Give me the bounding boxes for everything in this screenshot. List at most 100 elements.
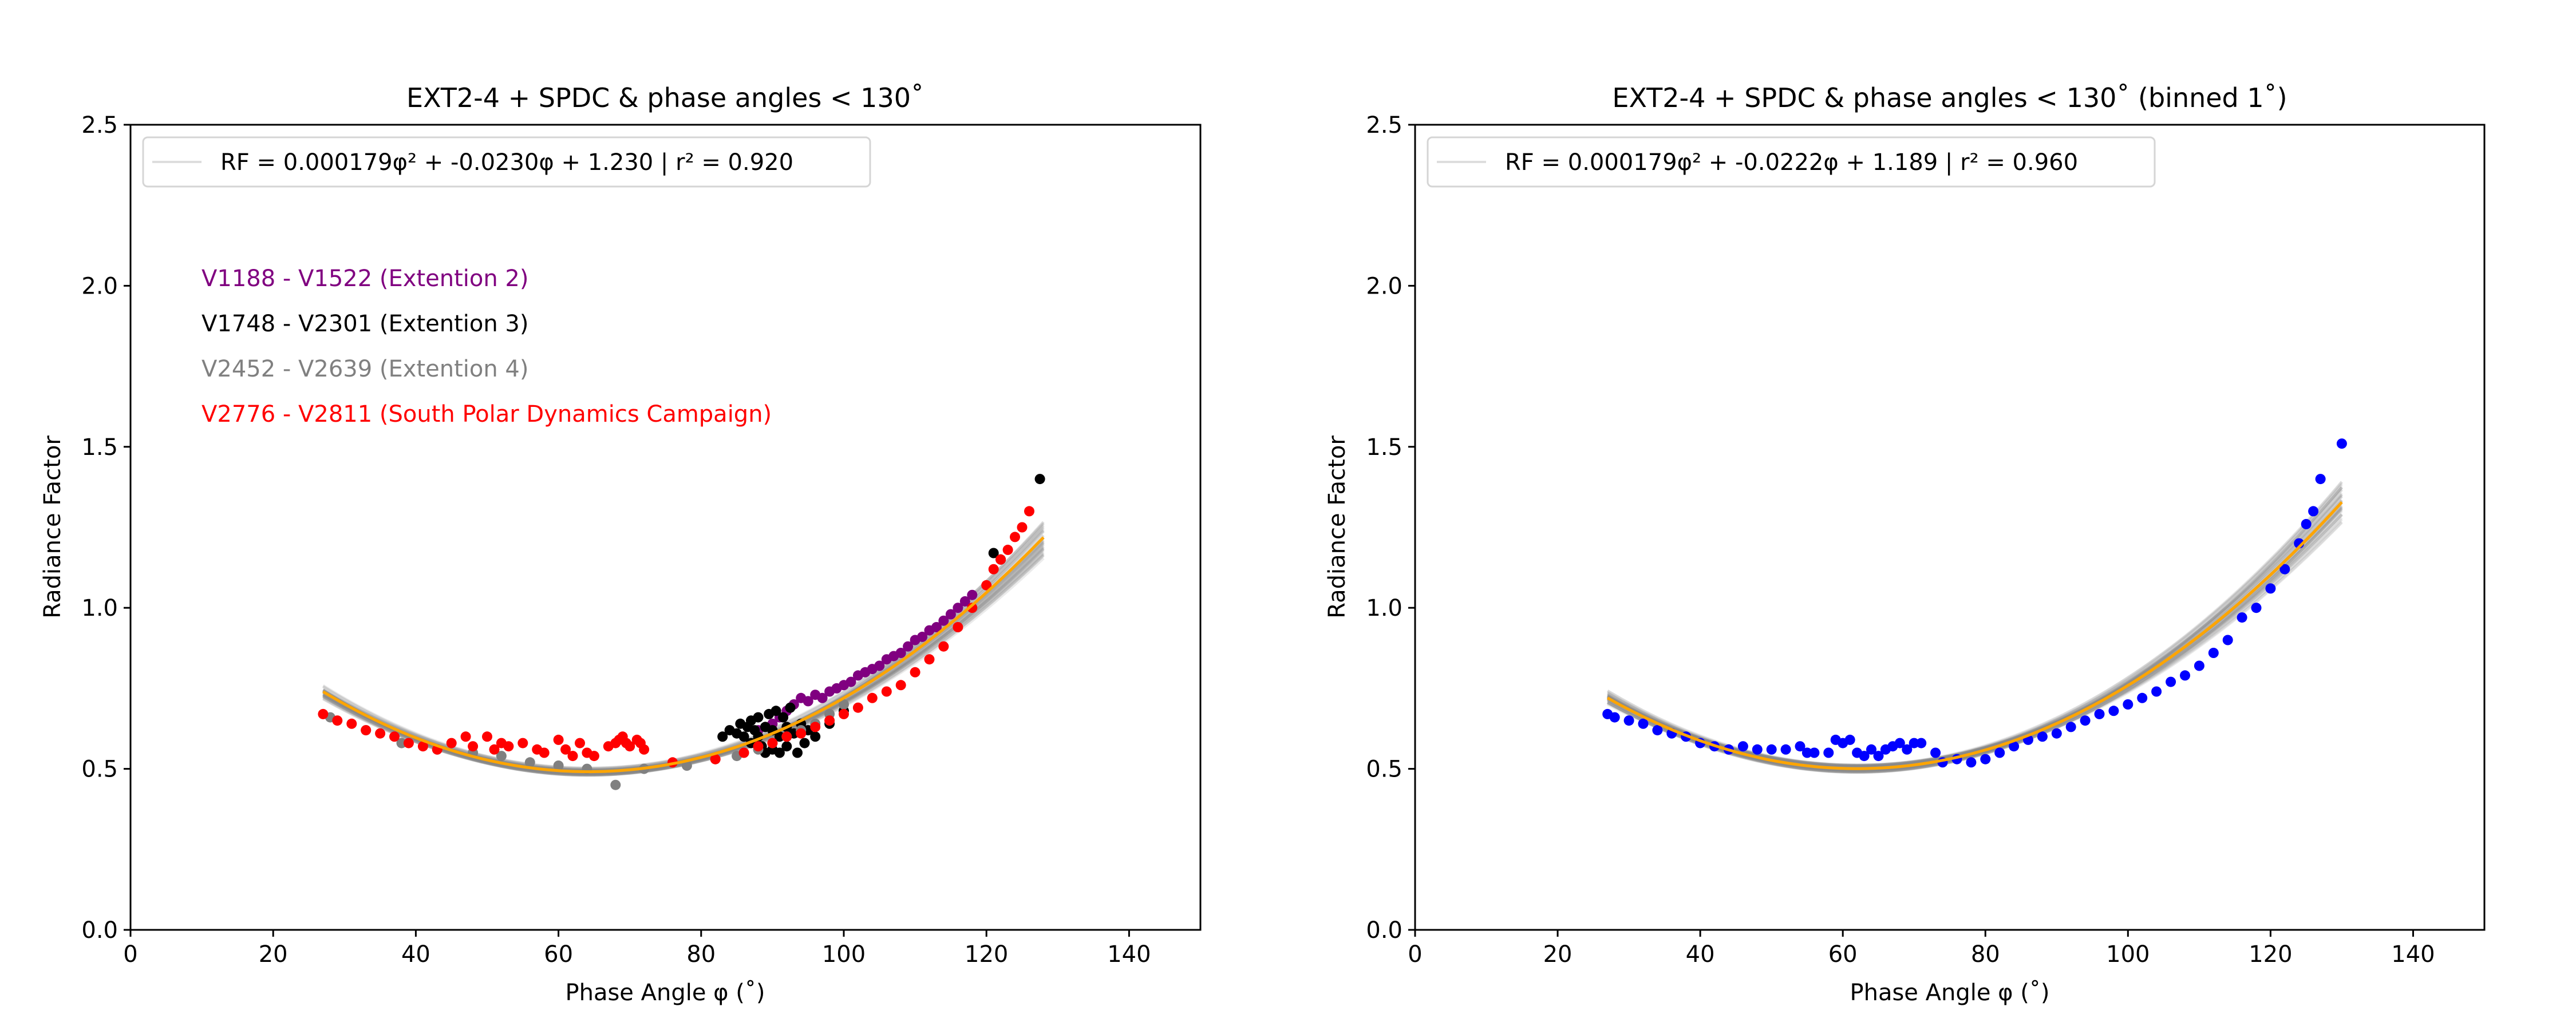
data-point: [753, 741, 764, 752]
x-tick-label: 80: [1971, 941, 2000, 968]
data-point: [2208, 648, 2219, 658]
left-legend-box: [142, 136, 871, 188]
data-point: [810, 731, 821, 742]
data-point: [1859, 751, 1870, 762]
data-point: [810, 722, 821, 732]
data-point: [781, 731, 792, 742]
right-legend-box: [1427, 136, 2156, 188]
data-point: [2180, 670, 2190, 681]
data-point: [792, 747, 803, 758]
data-point: [781, 741, 792, 752]
y-tick-label: 1.5: [1366, 434, 1402, 461]
data-point: [959, 596, 970, 607]
data-point: [1024, 506, 1034, 517]
data-point: [524, 757, 535, 768]
data-point: [539, 747, 550, 758]
data-point: [953, 603, 963, 613]
x-tick-label: 140: [2391, 941, 2435, 968]
left-x-axis-label: Phase Angle φ (˚): [565, 980, 765, 1006]
data-point: [396, 738, 407, 748]
data-point: [1823, 747, 1834, 758]
data-point: [417, 741, 428, 752]
data-point: [496, 751, 507, 762]
data-point: [785, 702, 796, 713]
data-point: [2336, 438, 2347, 449]
data-point: [1916, 738, 1927, 748]
data-point: [846, 676, 856, 687]
data-point: [2251, 603, 2262, 613]
right-plot-frame: [1414, 124, 2486, 931]
data-point: [774, 747, 785, 758]
right-x-axis: 0 20 40 60 80 100 120 140: [1408, 930, 2435, 968]
data-point: [1844, 734, 1855, 745]
data-point: [517, 738, 528, 748]
data-point: [588, 751, 599, 762]
data-point: [895, 648, 906, 658]
data-point: [817, 692, 828, 703]
left-fit-curve: [322, 536, 1045, 774]
data-point: [2237, 612, 2247, 623]
right-fit-curve: [1606, 501, 2343, 770]
data-point: [1930, 747, 1941, 758]
data-point: [639, 744, 650, 755]
y-tick-label: 2.5: [81, 112, 118, 138]
y-tick-label: 0.5: [1366, 756, 1402, 783]
data-point: [1017, 522, 1028, 533]
data-point: [468, 741, 479, 752]
data-point: [2094, 708, 2105, 719]
x-tick-label: 20: [259, 941, 288, 968]
data-point: [610, 779, 621, 790]
data-point: [1873, 751, 1884, 762]
data-point: [774, 731, 785, 742]
data-point: [967, 589, 978, 600]
y-tick-label: 0.5: [81, 756, 118, 783]
data-point: [867, 692, 878, 703]
bootstrap-curve: [322, 542, 1045, 771]
data-point: [489, 744, 500, 755]
data-point: [839, 708, 849, 719]
data-point: [346, 718, 357, 729]
data-point: [560, 744, 571, 755]
data-point: [1752, 744, 1763, 755]
data-point: [2279, 564, 2290, 575]
x-tick-label: 120: [965, 941, 1008, 968]
data-point: [2265, 583, 2276, 594]
data-point: [874, 660, 885, 671]
left-panel: EXT2-4 + SPDC & phase angles < 130˚ 0 20 4…: [39, 82, 1202, 1006]
right-chart-title: EXT2-4 + SPDC & phase angles < 130˚ (bin…: [1612, 82, 2287, 113]
left-plot-frame: [129, 124, 1202, 931]
data-point: [1909, 738, 1919, 748]
data-point: [931, 622, 942, 632]
data-point: [1623, 715, 1634, 726]
right-legend: RF = 0.000179φ² + -0.0222φ + 1.189 | r² …: [1427, 136, 2156, 188]
data-point: [375, 728, 386, 739]
data-point: [2037, 731, 2048, 742]
right-x-axis-label: Phase Angle φ (˚): [1850, 980, 2049, 1006]
data-point: [2137, 692, 2148, 703]
y-tick-label: 0.0: [81, 917, 118, 944]
data-point: [753, 712, 764, 723]
data-point: [2222, 635, 2233, 645]
data-point: [361, 725, 372, 736]
y-tick-label: 1.5: [81, 434, 118, 461]
x-tick-label: 100: [2106, 941, 2150, 968]
annotation-ext4: V2452 - V2639 (Extention 4): [202, 356, 528, 382]
data-point: [938, 641, 949, 652]
y-tick-label: 2.0: [1366, 273, 1402, 299]
data-point: [895, 680, 906, 691]
left-y-axis-label: Radiance Factor: [39, 435, 66, 619]
y-tick-label: 0.0: [1366, 917, 1402, 944]
data-point: [1801, 747, 1812, 758]
data-point: [799, 738, 810, 748]
data-point: [2308, 506, 2319, 517]
data-point: [1002, 544, 1013, 555]
data-point: [2009, 741, 2020, 752]
x-tick-label: 40: [401, 941, 430, 968]
data-point: [567, 751, 578, 762]
data-point: [503, 741, 514, 752]
data-point: [1980, 754, 1991, 764]
data-point: [1609, 712, 1620, 723]
data-point: [1994, 747, 2005, 758]
data-point: [403, 738, 414, 748]
